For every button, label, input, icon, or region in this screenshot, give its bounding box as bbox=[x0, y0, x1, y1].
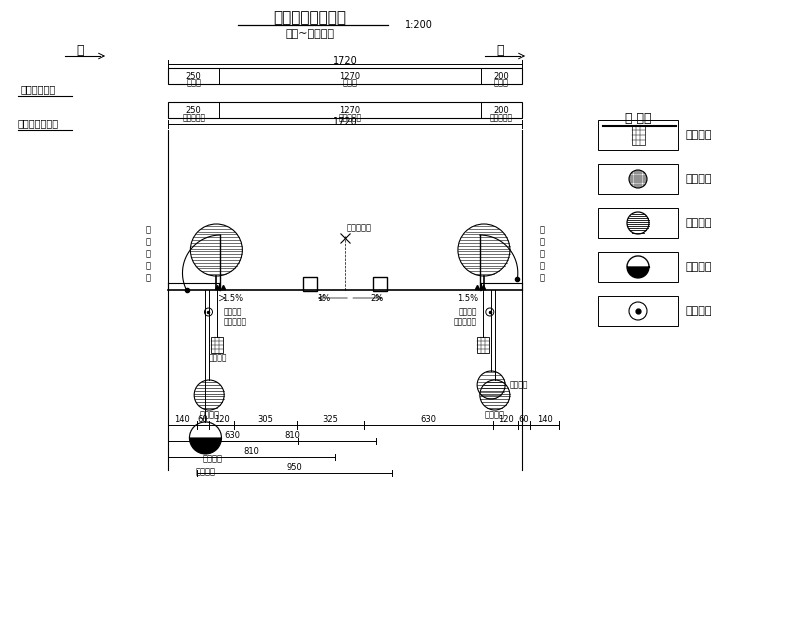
Circle shape bbox=[627, 256, 649, 278]
Text: 120: 120 bbox=[214, 415, 230, 424]
Text: 信息管道: 信息管道 bbox=[686, 130, 713, 140]
Text: 60: 60 bbox=[198, 415, 208, 424]
Text: 现状排水: 现状排水 bbox=[485, 410, 505, 419]
Text: 起点~建西大桥: 起点~建西大桥 bbox=[286, 29, 334, 39]
Text: 产: 产 bbox=[146, 250, 150, 259]
Text: 810: 810 bbox=[285, 431, 301, 440]
Text: 资: 资 bbox=[539, 237, 545, 246]
Text: 950: 950 bbox=[286, 463, 302, 472]
Text: 现状人行道: 现状人行道 bbox=[182, 113, 206, 122]
Text: 现状道路断面: 现状道路断面 bbox=[20, 84, 56, 94]
Text: 1720: 1720 bbox=[333, 56, 358, 66]
Text: 140: 140 bbox=[537, 415, 553, 424]
Bar bbox=[598, 296, 678, 326]
Bar bbox=[598, 208, 678, 238]
Bar bbox=[477, 337, 489, 353]
Text: 250: 250 bbox=[186, 106, 202, 115]
Text: 无: 无 bbox=[539, 225, 545, 234]
Text: 雨水管道: 雨水管道 bbox=[686, 218, 713, 228]
Circle shape bbox=[190, 422, 222, 454]
Text: 120: 120 bbox=[498, 415, 514, 424]
Text: 250: 250 bbox=[186, 72, 202, 81]
Text: 630: 630 bbox=[225, 431, 241, 440]
Text: 图 例：: 图 例： bbox=[625, 111, 651, 125]
Text: 道路中心线: 道路中心线 bbox=[347, 223, 372, 232]
Text: 305: 305 bbox=[258, 415, 273, 424]
Bar bbox=[598, 120, 678, 150]
Polygon shape bbox=[627, 256, 649, 267]
Text: 无: 无 bbox=[146, 225, 150, 234]
Text: 140: 140 bbox=[174, 415, 190, 424]
Text: 更换行水灯: 更换行水灯 bbox=[223, 317, 246, 326]
Text: 东: 东 bbox=[496, 44, 504, 56]
Text: 1:200: 1:200 bbox=[405, 20, 433, 30]
Text: 资: 资 bbox=[146, 262, 150, 271]
Text: 给水管道: 给水管道 bbox=[686, 174, 713, 184]
Text: 车行道: 车行道 bbox=[342, 79, 358, 88]
Text: 西: 西 bbox=[76, 44, 84, 56]
Text: 现状雨水: 现状雨水 bbox=[199, 410, 219, 419]
Text: 810: 810 bbox=[243, 447, 259, 456]
Bar bbox=[598, 164, 678, 194]
Text: 人行道: 人行道 bbox=[494, 79, 509, 88]
Text: 1%: 1% bbox=[317, 294, 330, 303]
Text: 现状排水: 现状排水 bbox=[202, 454, 222, 463]
Text: 1.5%: 1.5% bbox=[222, 294, 243, 303]
Text: 现状给水: 现状给水 bbox=[509, 381, 528, 390]
Text: 管线标准横断面图: 管线标准横断面图 bbox=[274, 10, 346, 26]
Text: 200: 200 bbox=[494, 106, 510, 115]
Text: 现状人行道: 现状人行道 bbox=[490, 113, 513, 122]
Bar bbox=[631, 125, 645, 145]
Text: 更换有水灯: 更换有水灯 bbox=[454, 317, 477, 326]
Text: 60: 60 bbox=[518, 415, 530, 424]
Text: 前: 前 bbox=[539, 273, 545, 282]
Polygon shape bbox=[190, 422, 222, 438]
Text: 现状路灯: 现状路灯 bbox=[458, 307, 477, 317]
Bar bbox=[211, 337, 223, 353]
Text: 资: 资 bbox=[146, 237, 150, 246]
Bar bbox=[168, 102, 522, 118]
Bar bbox=[168, 68, 522, 84]
Bar bbox=[598, 252, 678, 282]
Text: 1270: 1270 bbox=[339, 72, 361, 81]
Text: 200: 200 bbox=[494, 72, 510, 81]
Text: 1720: 1720 bbox=[333, 117, 358, 127]
Text: 630: 630 bbox=[420, 415, 436, 424]
Text: 改造后道路断面: 改造后道路断面 bbox=[18, 118, 58, 128]
Text: 1270: 1270 bbox=[339, 106, 361, 115]
Text: 现状信息: 现状信息 bbox=[208, 353, 226, 362]
Text: 人行道: 人行道 bbox=[186, 79, 202, 88]
Text: 2%: 2% bbox=[370, 294, 383, 303]
Text: 1.5%: 1.5% bbox=[458, 294, 478, 303]
Text: 污水管道: 污水管道 bbox=[686, 262, 713, 272]
Text: 产: 产 bbox=[539, 250, 545, 259]
Text: 路灯电缆: 路灯电缆 bbox=[686, 306, 713, 316]
Text: 现状污水: 现状污水 bbox=[195, 467, 215, 477]
Text: 资: 资 bbox=[539, 262, 545, 271]
Text: 现状车行道: 现状车行道 bbox=[338, 113, 362, 122]
Text: 现状路灯: 现状路灯 bbox=[223, 307, 242, 317]
Text: 325: 325 bbox=[322, 415, 338, 424]
Text: 前: 前 bbox=[146, 273, 150, 282]
